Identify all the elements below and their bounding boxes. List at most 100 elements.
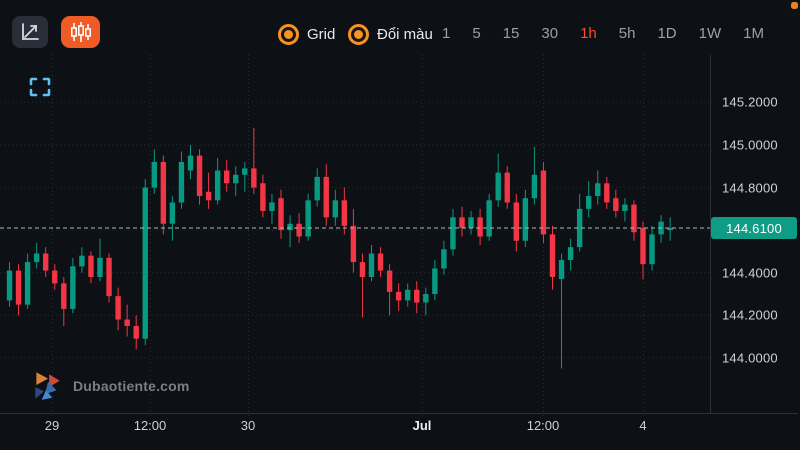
price-axis-label: 145.0000: [722, 137, 778, 153]
candle-body: [224, 170, 230, 184]
candle-body: [350, 225, 357, 263]
time-axis-label: 29: [44, 418, 60, 433]
candle-body: [115, 296, 121, 320]
candle-body: [70, 266, 76, 309]
candle-body: [323, 176, 329, 218]
candle-body: [531, 174, 538, 199]
price-axis-label: 144.8000: [722, 180, 778, 196]
timeframe-button-5[interactable]: 5: [472, 25, 481, 42]
candle-body: [43, 253, 49, 271]
candle-body: [604, 183, 610, 203]
watermark-text: Dubaotiente.com: [73, 378, 190, 394]
watermark: Dubaotiente.com: [30, 369, 190, 403]
candle-body: [540, 170, 547, 235]
candle-body: [459, 217, 465, 228]
candle-body: [233, 174, 239, 184]
candle-body: [450, 217, 456, 250]
candle-body: [106, 257, 112, 297]
candle-body: [287, 223, 293, 231]
candle-body: [332, 200, 338, 218]
candle-body: [314, 176, 320, 201]
candle-body: [595, 183, 601, 197]
change-color-radio-icon: [348, 23, 369, 45]
candle-body: [504, 172, 510, 203]
candle-body: [423, 293, 429, 303]
candle-body: [649, 234, 655, 265]
candle-body: [359, 262, 366, 277]
candle-body: [160, 162, 167, 224]
candle-body: [242, 168, 248, 175]
candle-body: [640, 228, 646, 265]
candle-body: [631, 204, 637, 233]
timeframe-selector: 1 5 15 30 1h 5h 1D 1W 1M: [442, 24, 764, 44]
change-color-toggle-label: Đổi màu: [377, 25, 433, 43]
candle-body: [205, 191, 212, 201]
grid-toggle[interactable]: Grid: [278, 23, 335, 45]
candle-body: [251, 168, 257, 188]
candle-body: [269, 202, 275, 211]
timeframe-button-1W[interactable]: 1W: [698, 25, 722, 42]
candle-body: [667, 228, 673, 231]
candle-body: [586, 196, 592, 209]
grid-toggle-label: Grid: [307, 25, 336, 43]
candle-body: [405, 289, 411, 301]
candle-body: [613, 198, 619, 211]
line-chart-type-button[interactable]: [12, 16, 48, 48]
price-axis-label: 145.2000: [722, 94, 778, 110]
candle-body: [432, 268, 438, 294]
time-axis-label: 12:00: [133, 418, 167, 433]
time-axis-label: 12:00: [526, 418, 560, 433]
candle-body: [486, 200, 492, 237]
candle-body: [441, 249, 447, 269]
candle-body: [341, 200, 348, 226]
candle-body: [305, 200, 311, 237]
candle-body: [52, 270, 58, 284]
candle-body: [15, 270, 22, 305]
time-axis-label: 30: [240, 418, 256, 433]
timeframe-button-30[interactable]: 30: [541, 25, 559, 42]
candle-body: [133, 325, 139, 339]
candlestick-icon: [70, 22, 91, 42]
candle-body: [477, 217, 483, 237]
candle-body: [6, 270, 13, 301]
price-axis-label: 144.2000: [722, 307, 778, 323]
time-axis-label: 4: [639, 418, 647, 433]
timeframe-button-5h[interactable]: 5h: [618, 25, 636, 42]
candle-body: [151, 162, 157, 188]
timeframe-button-1h[interactable]: 1h: [580, 25, 597, 42]
price-axis-label: 144.4000: [722, 265, 778, 281]
change-color-toggle[interactable]: Đổi màu: [348, 23, 433, 45]
timeframe-button-1D[interactable]: 1D: [657, 25, 677, 42]
candle-body: [558, 259, 565, 280]
current-price-badge: 144.6100: [711, 217, 797, 239]
candle-body: [522, 198, 529, 241]
candle-body: [124, 319, 130, 326]
candle-body: [395, 291, 402, 301]
candle-body: [495, 172, 501, 201]
candle-body: [187, 155, 194, 171]
candle-body: [33, 253, 40, 263]
candle-body: [142, 187, 148, 339]
candle-body: [368, 253, 375, 277]
crosshair-icon: [29, 77, 51, 97]
candle-body: [278, 198, 284, 231]
timeframe-button-15[interactable]: 15: [502, 25, 520, 42]
candle-body: [97, 257, 103, 277]
time-axis-label: Jul: [412, 418, 432, 433]
candle-body: [386, 270, 393, 292]
candle-body: [567, 247, 574, 260]
dubaotiente-logo-icon: [35, 372, 60, 400]
timeframe-button-1M[interactable]: 1M: [743, 25, 764, 42]
line-chart-icon: [22, 23, 39, 40]
timeframe-button-1[interactable]: 1: [442, 25, 451, 42]
candle-body: [296, 223, 302, 237]
notification-dot: [791, 2, 798, 9]
candle-body: [260, 183, 266, 211]
candle-body: [214, 170, 221, 201]
candle-body: [61, 283, 67, 309]
candlestick-type-button[interactable]: [61, 16, 100, 48]
grid-radio-icon: [278, 23, 299, 45]
candle-body: [549, 234, 556, 277]
candle-body: [513, 202, 519, 241]
